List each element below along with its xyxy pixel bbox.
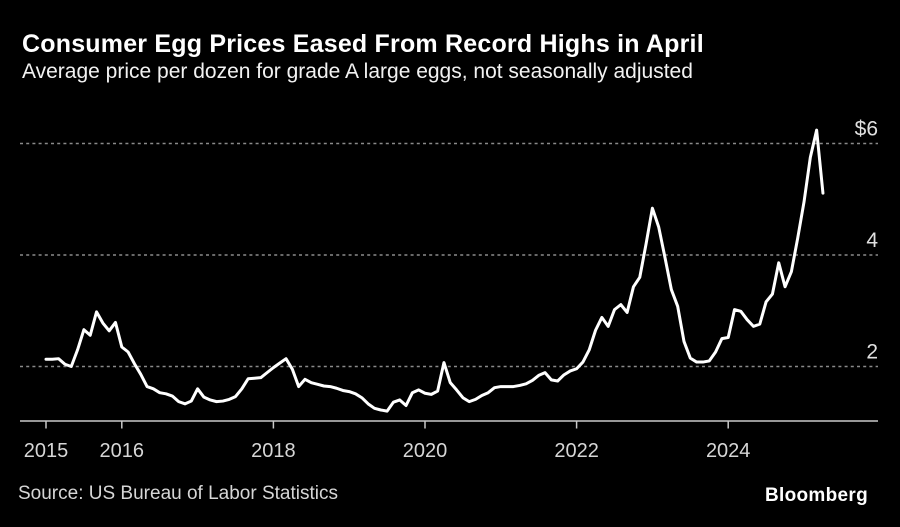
x-axis-tick-label: 2024 (706, 440, 751, 462)
x-axis-tick-label: 2018 (251, 440, 296, 462)
source-note: Source: US Bureau of Labor Statistics (18, 483, 338, 504)
x-axis-tick-label: 2015 (24, 440, 69, 462)
chart-title: Consumer Egg Prices Eased From Record Hi… (22, 30, 704, 58)
y-axis-tick-label: 2 (866, 341, 878, 364)
y-axis-tick-label: 4 (866, 229, 878, 252)
egg-price-line (44, 128, 825, 413)
x-axis-tick-label: 2022 (554, 440, 599, 462)
y-axis-tick-label: $6 (855, 118, 878, 141)
x-axis-tick-label: 2020 (403, 440, 448, 462)
x-axis-tick-label: 2016 (100, 440, 145, 462)
chart-subtitle: Average price per dozen for grade A larg… (22, 60, 693, 83)
bloomberg-logo: Bloomberg (765, 485, 868, 506)
